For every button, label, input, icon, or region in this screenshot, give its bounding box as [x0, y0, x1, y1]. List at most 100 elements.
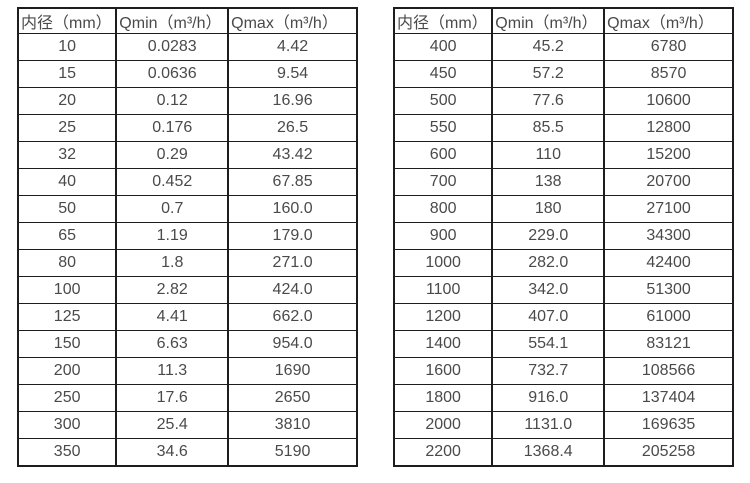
table-cell: 85.5	[491, 114, 606, 142]
table-cell: 160.0	[227, 195, 358, 223]
table-cell: 17.6	[115, 384, 230, 412]
table-cell: 1368.4	[491, 438, 606, 467]
flow-spec-table-large-diameters: 内径（mm） Qmin（m³/h） Qmax（m³/h） 400 45.2 6780 450…	[392, 7, 734, 467]
table-cell: 600	[392, 141, 494, 169]
table-cell: 34300	[603, 222, 734, 250]
table-row: 350 34.6 5190	[16, 438, 358, 467]
table-cell: 40	[16, 168, 118, 196]
table-row: 32 0.29 43.42	[16, 141, 358, 169]
table-cell: 110	[491, 141, 606, 169]
table-cell: 34.6	[115, 438, 230, 467]
table-cell: 0.29	[115, 141, 230, 169]
table-cell: 0.0636	[115, 60, 230, 88]
table-cell: 8570	[603, 60, 734, 88]
table-cell: 50	[16, 195, 118, 223]
table-cell: 200	[16, 357, 118, 385]
table-cell: 45.2	[491, 33, 606, 61]
table-cell: 0.176	[115, 114, 230, 142]
table-row: 40 0.452 67.85	[16, 168, 358, 196]
column-header: Qmax（m³/h）	[603, 7, 734, 34]
table-cell: 2650	[227, 384, 358, 412]
table-cell: 25.4	[115, 411, 230, 439]
table-cell: 1131.0	[491, 411, 606, 439]
table-cell: 180	[491, 195, 606, 223]
table-cell: 282.0	[491, 249, 606, 277]
table-row: 500 77.6 10600	[392, 87, 734, 115]
table-cell: 3810	[227, 411, 358, 439]
table-cell: 300	[16, 411, 118, 439]
header-row: 内径（mm） Qmin（m³/h） Qmax（m³/h）	[392, 7, 734, 34]
table-cell: 61000	[603, 303, 734, 331]
table-cell: 10	[16, 33, 118, 61]
table-row: 1400 554.1 83121	[392, 330, 734, 358]
table-cell: 138	[491, 168, 606, 196]
table-cell: 4.42	[227, 33, 358, 61]
table-cell: 6780	[603, 33, 734, 61]
table-cell: 20	[16, 87, 118, 115]
table-cell: 1.8	[115, 249, 230, 277]
column-header: Qmax（m³/h）	[227, 7, 358, 34]
table-cell: 662.0	[227, 303, 358, 331]
table-cell: 16.96	[227, 87, 358, 115]
flow-spec-tables-container: 内径（mm） Qmin（m³/h） Qmax（m³/h） 10 0.0283 4.42 15…	[16, 7, 734, 467]
table-cell: 5190	[227, 438, 358, 467]
table-row: 550 85.5 12800	[392, 114, 734, 142]
table-cell: 20700	[603, 168, 734, 196]
table-row: 80 1.8 271.0	[16, 249, 358, 277]
table-cell: 137404	[603, 384, 734, 412]
table-cell: 0.12	[115, 87, 230, 115]
table-cell: 1400	[392, 330, 494, 358]
table-cell: 11.3	[115, 357, 230, 385]
table-row: 1600 732.7 108566	[392, 357, 734, 385]
table-cell: 27100	[603, 195, 734, 223]
table-cell: 2200	[392, 438, 494, 467]
table-cell: 1600	[392, 357, 494, 385]
table-cell: 1690	[227, 357, 358, 385]
table-cell: 57.2	[491, 60, 606, 88]
table-row: 100 2.82 424.0	[16, 276, 358, 304]
table-row: 2200 1368.4 205258	[392, 438, 734, 467]
table-row: 800 180 27100	[392, 195, 734, 223]
table-cell: 42400	[603, 249, 734, 277]
table-cell: 15200	[603, 141, 734, 169]
table-cell: 450	[392, 60, 494, 88]
table-row: 1200 407.0 61000	[392, 303, 734, 331]
table-cell: 1800	[392, 384, 494, 412]
table-cell: 1100	[392, 276, 494, 304]
table-row: 50 0.7 160.0	[16, 195, 358, 223]
table-cell: 800	[392, 195, 494, 223]
column-header: Qmin（m³/h）	[115, 7, 230, 34]
table-cell: 732.7	[491, 357, 606, 385]
table-row: 250 17.6 2650	[16, 384, 358, 412]
table-row: 1100 342.0 51300	[392, 276, 734, 304]
table-cell: 108566	[603, 357, 734, 385]
table-cell: 424.0	[227, 276, 358, 304]
table-cell: 12800	[603, 114, 734, 142]
table-cell: 900	[392, 222, 494, 250]
table-row: 65 1.19 179.0	[16, 222, 358, 250]
table-cell: 550	[392, 114, 494, 142]
table-cell: 1000	[392, 249, 494, 277]
table-cell: 342.0	[491, 276, 606, 304]
table-cell: 77.6	[491, 87, 606, 115]
table-row: 700 138 20700	[392, 168, 734, 196]
table-cell: 554.1	[491, 330, 606, 358]
table-row: 450 57.2 8570	[392, 60, 734, 88]
table-cell: 229.0	[491, 222, 606, 250]
table-row: 1000 282.0 42400	[392, 249, 734, 277]
table-cell: 271.0	[227, 249, 358, 277]
table-row: 10 0.0283 4.42	[16, 33, 358, 61]
column-header: 内径（mm）	[16, 7, 118, 34]
table-cell: 83121	[603, 330, 734, 358]
table-row: 200 11.3 1690	[16, 357, 358, 385]
table-cell: 205258	[603, 438, 734, 467]
table-cell: 15	[16, 60, 118, 88]
table-row: 150 6.63 954.0	[16, 330, 358, 358]
column-header: Qmin（m³/h）	[491, 7, 606, 34]
table-cell: 25	[16, 114, 118, 142]
table-cell: 125	[16, 303, 118, 331]
table-cell: 80	[16, 249, 118, 277]
table-row: 1800 916.0 137404	[392, 384, 734, 412]
table-cell: 9.54	[227, 60, 358, 88]
table-cell: 2000	[392, 411, 494, 439]
